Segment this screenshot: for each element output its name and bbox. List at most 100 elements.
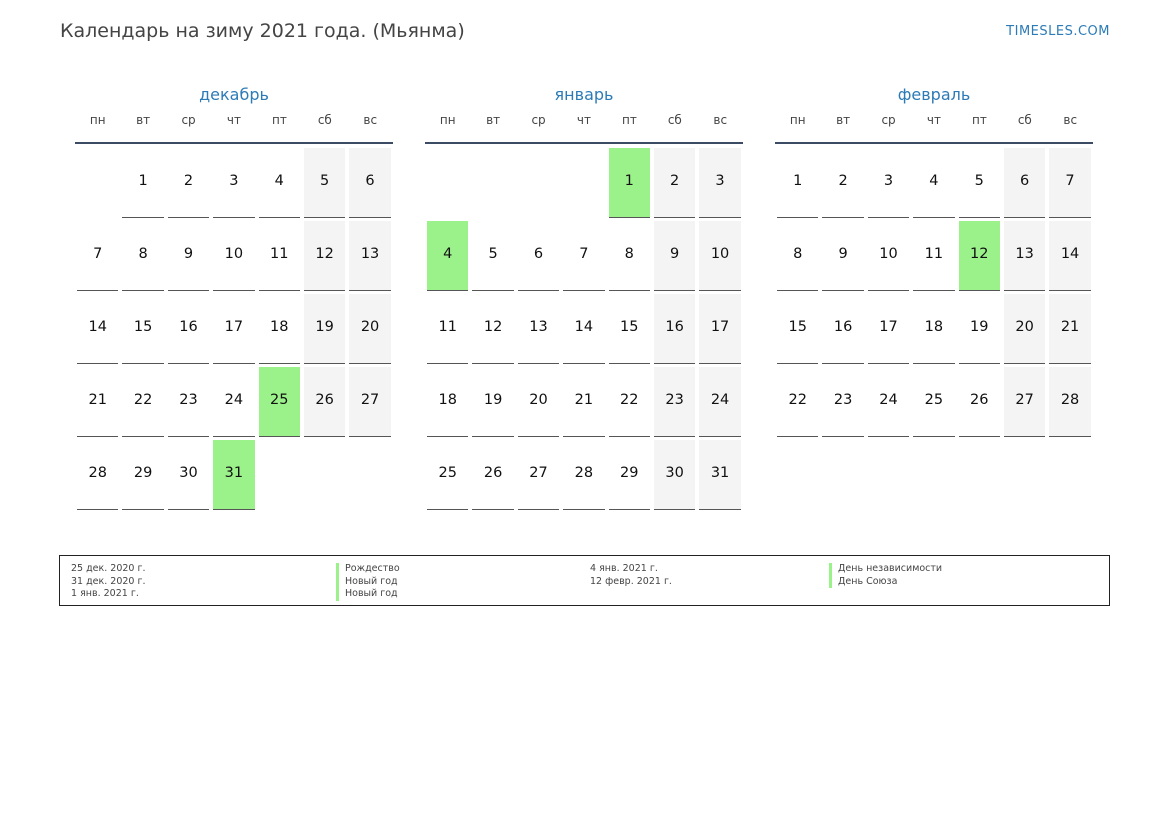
day-number: 21 bbox=[1060, 319, 1080, 335]
day-number: 15 bbox=[788, 319, 807, 335]
day-cell: 8 bbox=[608, 221, 650, 291]
day-number: 3 bbox=[883, 173, 894, 189]
week-row: 11 12 13 14 15 16 17 bbox=[425, 294, 743, 367]
weekday-label: ср bbox=[181, 113, 196, 127]
week-row: 1 2 3 4 5 6 7 bbox=[775, 148, 1093, 221]
day-number: 26 bbox=[483, 465, 503, 481]
day-number: 9 bbox=[838, 246, 848, 262]
day-number: 7 bbox=[579, 246, 589, 262]
day-cell: 11 bbox=[913, 221, 955, 291]
day-cell: 7 bbox=[1049, 148, 1091, 218]
day-cell: 25 bbox=[427, 440, 469, 510]
weekday-label: ср bbox=[881, 113, 896, 127]
day-cell: 3 bbox=[699, 148, 741, 218]
day-cell: 23 bbox=[822, 367, 864, 437]
day-number: 17 bbox=[879, 319, 898, 335]
weekday-label: пн bbox=[89, 113, 106, 127]
day-number: 27 bbox=[1015, 392, 1034, 408]
day-cell: 17 bbox=[867, 294, 910, 364]
day-number: 18 bbox=[438, 392, 457, 408]
day-cell: 28 bbox=[563, 440, 605, 510]
day-number: 30 bbox=[179, 465, 198, 481]
day-cell: 31 bbox=[699, 440, 741, 510]
day-cell: 4 bbox=[427, 221, 469, 291]
legend-date: 25 дек. 2020 г. bbox=[71, 563, 146, 574]
day-cell: 18 bbox=[913, 294, 955, 364]
day-number: 16 bbox=[665, 319, 684, 335]
weekday-label: сб bbox=[667, 113, 682, 127]
day-cell: 16 bbox=[822, 294, 864, 364]
empty-cell bbox=[563, 148, 604, 217]
day-cell: 11 bbox=[258, 221, 300, 291]
day-cell: 21 bbox=[77, 367, 119, 437]
day-cell: 2 bbox=[167, 148, 210, 218]
day-cell: 2 bbox=[822, 148, 864, 218]
day-number: 7 bbox=[1065, 173, 1075, 189]
day-cell: 11 bbox=[427, 294, 469, 364]
day-number: 18 bbox=[270, 319, 289, 335]
day-number: 27 bbox=[529, 465, 548, 481]
day-cell: 26 bbox=[303, 367, 346, 437]
legend-holiday-name: Новый год bbox=[336, 575, 400, 588]
day-cell: 23 bbox=[653, 367, 696, 437]
day-number: 3 bbox=[229, 173, 239, 189]
empty-cell bbox=[304, 440, 345, 509]
day-cell: 15 bbox=[122, 294, 164, 364]
day-number: 20 bbox=[1015, 319, 1034, 335]
day-cell: 28 bbox=[1049, 367, 1091, 437]
day-number: 8 bbox=[793, 246, 803, 262]
day-number: 8 bbox=[138, 246, 148, 262]
day-cell: 5 bbox=[303, 148, 346, 218]
day-cell: 14 bbox=[1049, 221, 1091, 291]
month-3: февраль пн вт ср чт пт сб вс 1 2 3 4 5 6 7 8 9 10 11 12 13 14… bbox=[775, 82, 1093, 440]
day-cell: 22 bbox=[608, 367, 650, 437]
weekday-label: вт bbox=[136, 113, 151, 127]
week-row: 22 23 24 25 26 27 28 bbox=[775, 367, 1093, 440]
day-cell: 10 bbox=[867, 221, 910, 291]
day-number: 1 bbox=[624, 173, 634, 189]
day-cell: 20 bbox=[1003, 294, 1046, 364]
day-cell: 19 bbox=[303, 294, 346, 364]
day-number: 13 bbox=[1015, 246, 1034, 262]
day-cell: 23 bbox=[167, 367, 210, 437]
month-name: февраль bbox=[897, 85, 971, 104]
site-link[interactable]: TIMESLES.COM bbox=[1006, 24, 1110, 39]
day-number: 4 bbox=[443, 246, 453, 262]
week-row: 28 29 30 31 bbox=[75, 440, 393, 513]
day-cell: 4 bbox=[258, 148, 300, 218]
legend-date: 31 дек. 2020 г. bbox=[71, 575, 146, 587]
day-number: 22 bbox=[620, 392, 639, 408]
day-number: 20 bbox=[529, 392, 548, 408]
day-number: 29 bbox=[133, 465, 153, 481]
day-number: 3 bbox=[715, 173, 725, 189]
day-number: 14 bbox=[574, 319, 594, 335]
day-cell: 8 bbox=[122, 221, 164, 291]
day-number: 27 bbox=[360, 392, 380, 408]
weekday-label: сб bbox=[1017, 113, 1032, 127]
week-row: 25 26 27 28 29 30 31 bbox=[425, 440, 743, 513]
day-cell: 27 bbox=[349, 367, 391, 437]
legend-holiday-name: Новый год bbox=[336, 588, 400, 601]
weekday-label: вс bbox=[1063, 113, 1078, 127]
empty-cell bbox=[472, 148, 513, 217]
weekday-label: чт bbox=[576, 113, 592, 127]
day-cell: 25 bbox=[913, 367, 955, 437]
month-2: январь пн вт ср чт пт сб вс 1 2 3 4 5 6 7 8 9 10 11 12 13 14 1… bbox=[425, 82, 743, 513]
day-number: 21 bbox=[88, 392, 107, 408]
day-cell: 27 bbox=[517, 440, 560, 510]
week-row: 4 5 6 7 8 9 10 bbox=[425, 221, 743, 294]
day-number: 9 bbox=[183, 246, 194, 262]
day-cell: 12 bbox=[958, 221, 1000, 291]
day-cell: 3 bbox=[213, 148, 255, 218]
weekday-label: пн bbox=[789, 113, 806, 127]
day-cell: 29 bbox=[608, 440, 650, 510]
day-cell: 9 bbox=[653, 221, 696, 291]
day-number: 17 bbox=[224, 319, 244, 335]
day-number: 11 bbox=[438, 319, 457, 335]
day-number: 10 bbox=[710, 246, 730, 262]
day-number: 26 bbox=[315, 392, 334, 408]
week-row: 7 8 9 10 11 12 13 bbox=[75, 221, 393, 294]
day-cell: 5 bbox=[958, 148, 1000, 218]
weekday-label: ср bbox=[531, 113, 546, 127]
day-cell: 21 bbox=[563, 367, 605, 437]
